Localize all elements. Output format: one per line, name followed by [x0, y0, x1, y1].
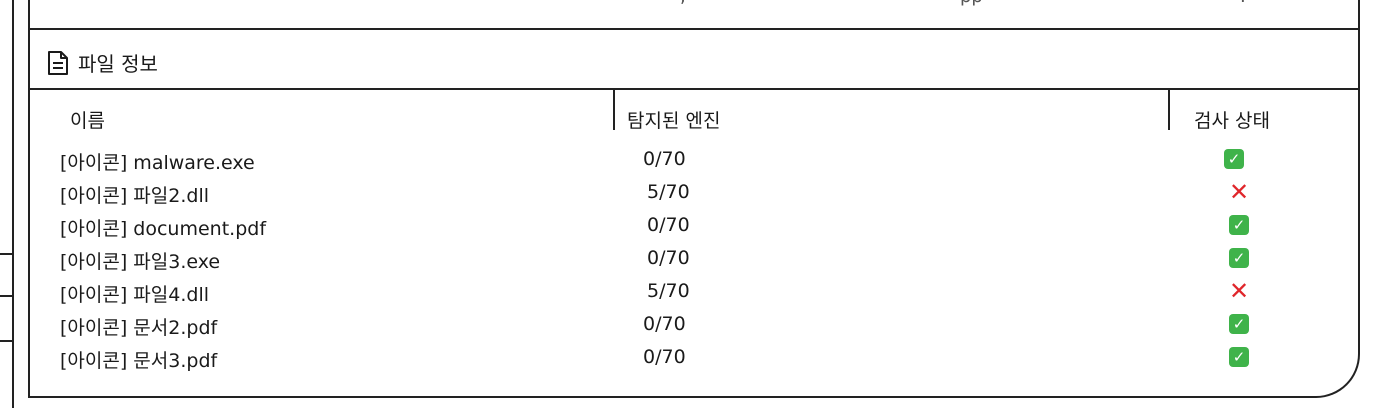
column-header-engines[interactable]: 탐지된 엔진	[627, 110, 721, 132]
check-icon: ✓	[1228, 313, 1250, 335]
table-row[interactable]: [아이콘] 문서2.pdf 0/70 ✓	[30, 309, 1358, 342]
table-row[interactable]: [아이콘] 파일4.dll 5/70 ✕	[30, 276, 1358, 309]
detected-engines: 0/70	[643, 346, 686, 368]
detected-engines: 0/70	[647, 214, 690, 236]
detected-engines: 0/70	[643, 148, 686, 170]
file-name[interactable]: [아이콘] 파일2.dll	[60, 185, 210, 207]
divider	[0, 295, 14, 297]
check-icon: ✓	[1228, 346, 1250, 368]
column-divider[interactable]	[1168, 90, 1170, 130]
section-title: 파일 정보	[46, 48, 158, 77]
file-name[interactable]: [아이콘] 파일3.exe	[60, 251, 221, 273]
header-fragment: pp	[960, 0, 983, 7]
header-row-partial: , pp .	[30, 0, 1358, 30]
cross-icon: ✕	[1228, 277, 1250, 305]
detected-engines: 0/70	[643, 313, 686, 335]
divider	[0, 253, 14, 255]
file-name[interactable]: [아이콘] 문서3.pdf	[60, 350, 218, 372]
detected-engines: 5/70	[647, 181, 690, 203]
file-text-icon	[48, 50, 68, 75]
file-info-panel: , pp . 파일 정보 이름 탐지된 엔진 검사 상태 [아이콘] malwa…	[28, 0, 1360, 398]
table-row[interactable]: [아이콘] document.pdf 0/70 ✓	[30, 210, 1358, 243]
file-name[interactable]: [아이콘] document.pdf	[60, 218, 267, 240]
check-icon: ✓	[1228, 214, 1250, 236]
cross-icon: ✕	[1228, 178, 1250, 206]
file-name[interactable]: [아이콘] 문서2.pdf	[60, 317, 218, 339]
check-icon: ✓	[1228, 247, 1250, 269]
check-icon: ✓	[1223, 148, 1245, 170]
table-row[interactable]: [아이콘] 파일3.exe 0/70 ✓	[30, 243, 1358, 276]
table-border	[30, 88, 1358, 90]
file-name[interactable]: [아이콘] 파일4.dll	[60, 284, 210, 306]
detected-engines: 0/70	[647, 247, 690, 269]
file-name[interactable]: [아이콘] malware.exe	[60, 152, 255, 174]
table-row[interactable]: [아이콘] malware.exe 0/70 ✓	[30, 144, 1358, 177]
detected-engines: 5/70	[647, 280, 690, 302]
section-title-text: 파일 정보	[78, 52, 158, 76]
header-fragment: .	[1240, 0, 1246, 7]
column-header-status[interactable]: 검사 상태	[1194, 110, 1270, 132]
column-divider[interactable]	[613, 90, 615, 130]
divider	[0, 340, 14, 342]
table-row[interactable]: [아이콘] 파일2.dll 5/70 ✕	[30, 177, 1358, 210]
header-fragment: ,	[680, 0, 686, 7]
adjacent-panel-edge	[0, 0, 14, 408]
table-row[interactable]: [아이콘] 문서3.pdf 0/70 ✓	[30, 342, 1358, 375]
column-header-name[interactable]: 이름	[70, 110, 105, 132]
